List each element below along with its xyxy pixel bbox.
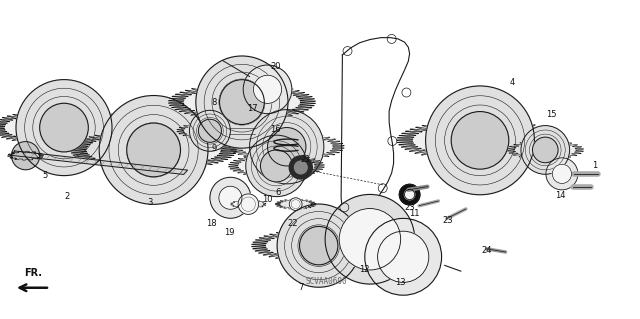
- Text: 23: 23: [404, 203, 415, 212]
- Text: 17: 17: [248, 104, 258, 113]
- Polygon shape: [228, 154, 324, 178]
- Ellipse shape: [521, 126, 570, 174]
- Ellipse shape: [426, 86, 534, 195]
- Ellipse shape: [365, 219, 442, 295]
- Text: 23: 23: [443, 216, 453, 225]
- Text: 18: 18: [206, 219, 216, 228]
- Ellipse shape: [219, 186, 242, 209]
- Ellipse shape: [99, 95, 208, 204]
- Ellipse shape: [546, 158, 578, 190]
- Ellipse shape: [399, 184, 420, 205]
- Polygon shape: [70, 129, 237, 171]
- Ellipse shape: [40, 103, 88, 152]
- Text: 8: 8: [212, 98, 217, 107]
- Text: 7: 7: [298, 283, 303, 292]
- Ellipse shape: [196, 56, 288, 148]
- Ellipse shape: [378, 231, 429, 282]
- Polygon shape: [230, 200, 266, 209]
- Ellipse shape: [294, 161, 307, 174]
- Text: 20: 20: [270, 63, 280, 71]
- Text: 12: 12: [360, 265, 370, 274]
- Text: 3: 3: [148, 198, 153, 207]
- Ellipse shape: [339, 209, 401, 270]
- Ellipse shape: [220, 80, 264, 124]
- Text: 6: 6: [276, 189, 281, 197]
- Text: SCVAA0600: SCVAA0600: [305, 277, 348, 286]
- Text: 5: 5: [42, 171, 47, 180]
- FancyBboxPatch shape: [228, 130, 256, 144]
- Polygon shape: [229, 132, 344, 161]
- Text: 22: 22: [287, 219, 298, 228]
- Ellipse shape: [210, 177, 251, 218]
- Text: 19: 19: [224, 228, 234, 237]
- Text: 11: 11: [410, 209, 420, 218]
- Polygon shape: [177, 122, 243, 139]
- Ellipse shape: [16, 80, 112, 175]
- Text: 4: 4: [509, 78, 515, 87]
- Text: 2: 2: [65, 192, 70, 201]
- Ellipse shape: [238, 194, 259, 214]
- Text: 13: 13: [395, 278, 405, 287]
- Ellipse shape: [289, 156, 312, 179]
- Ellipse shape: [127, 123, 180, 177]
- Text: 24: 24: [481, 246, 492, 255]
- Ellipse shape: [243, 65, 292, 114]
- Ellipse shape: [300, 226, 338, 265]
- Polygon shape: [0, 109, 138, 146]
- Ellipse shape: [532, 137, 558, 163]
- Text: 16: 16: [270, 125, 280, 134]
- Ellipse shape: [289, 198, 302, 211]
- Text: 9: 9: [212, 144, 217, 153]
- Ellipse shape: [268, 128, 306, 166]
- Ellipse shape: [260, 150, 292, 182]
- Ellipse shape: [451, 112, 509, 169]
- Ellipse shape: [12, 142, 40, 170]
- Text: 14: 14: [555, 191, 565, 200]
- Polygon shape: [252, 229, 386, 262]
- Ellipse shape: [253, 75, 282, 103]
- Polygon shape: [11, 151, 188, 174]
- Text: 10: 10: [262, 195, 273, 204]
- Ellipse shape: [277, 204, 360, 287]
- Ellipse shape: [198, 119, 221, 142]
- Polygon shape: [168, 84, 316, 120]
- Text: 1: 1: [593, 161, 598, 170]
- Ellipse shape: [404, 189, 415, 200]
- Polygon shape: [507, 140, 584, 160]
- Ellipse shape: [325, 195, 415, 284]
- Text: FR.: FR.: [24, 268, 42, 278]
- Ellipse shape: [250, 110, 324, 184]
- Ellipse shape: [552, 164, 572, 183]
- Ellipse shape: [246, 135, 307, 197]
- Polygon shape: [397, 120, 563, 161]
- Text: 15: 15: [547, 110, 557, 119]
- Ellipse shape: [189, 110, 230, 151]
- Text: 21: 21: [301, 155, 311, 164]
- Polygon shape: [275, 199, 316, 209]
